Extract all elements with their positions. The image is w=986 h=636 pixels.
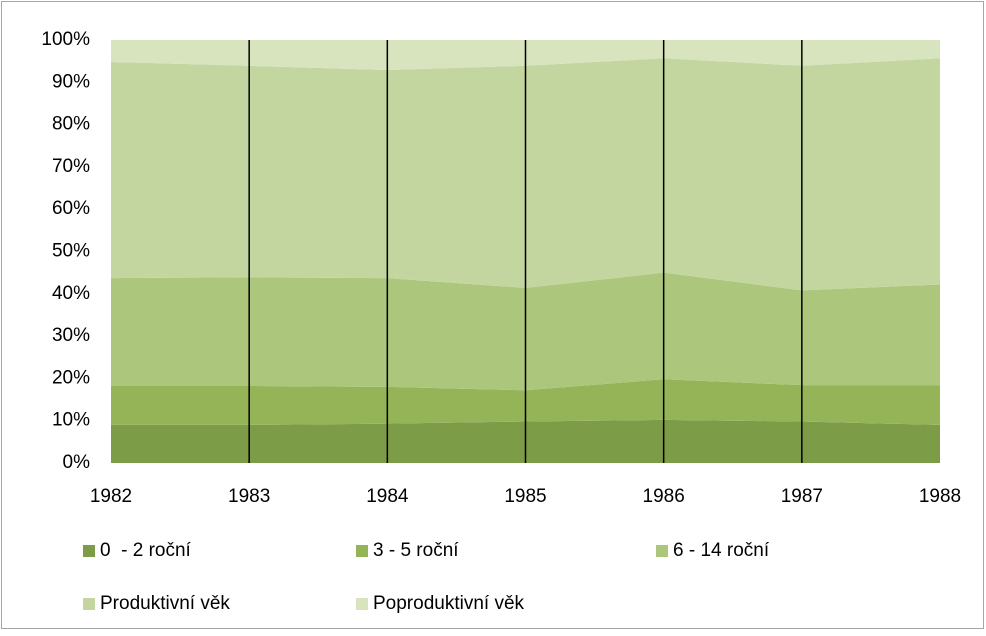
y-tick-label: 40% [52, 283, 90, 304]
legend-swatch [83, 598, 95, 610]
legend-label: 3 - 5 roční [373, 540, 459, 561]
y-tick-label: 80% [52, 114, 90, 135]
y-tick-label: 10% [52, 410, 90, 431]
y-tick-label: 20% [52, 367, 90, 388]
y-tick-label: 50% [52, 241, 90, 262]
x-tick-label: 1982 [90, 486, 132, 507]
x-tick-label: 1987 [781, 486, 823, 507]
legend-label: 6 - 14 roční [673, 540, 770, 561]
legend-label: Poproduktivní věk [373, 593, 525, 614]
legend-swatch [656, 545, 668, 557]
legend-swatch [356, 598, 368, 610]
y-tick-label: 70% [52, 156, 90, 177]
y-tick-label: 30% [52, 325, 90, 346]
y-tick-label: 60% [52, 198, 90, 219]
x-tick-label: 1985 [504, 486, 546, 507]
legend-label: 0 - 2 roční [100, 540, 192, 561]
x-tick-label: 1983 [228, 486, 270, 507]
x-tick-label: 1986 [643, 486, 685, 507]
legend-label: Produktivní věk [100, 593, 230, 614]
y-tick-label: 90% [52, 71, 90, 92]
legend-swatch [83, 545, 95, 557]
x-tick-label: 1988 [919, 486, 961, 507]
x-tick-label: 1984 [366, 486, 409, 507]
y-tick-label: 0% [63, 452, 91, 473]
y-tick-label: 100% [41, 29, 90, 50]
legend-swatch [356, 545, 368, 557]
